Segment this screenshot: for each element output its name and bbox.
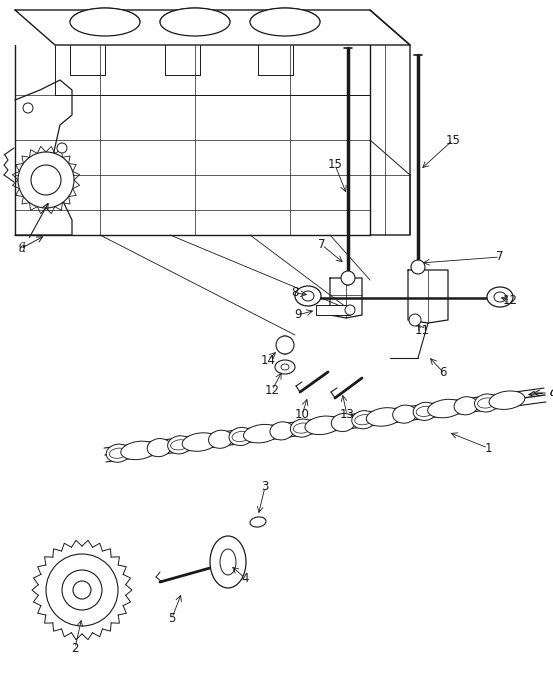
Ellipse shape	[160, 8, 230, 36]
Ellipse shape	[109, 448, 127, 458]
Circle shape	[31, 165, 61, 195]
Ellipse shape	[295, 286, 321, 306]
Ellipse shape	[413, 402, 437, 420]
Bar	[316, 305, 350, 315]
Text: 12: 12	[264, 384, 279, 396]
Text: 1: 1	[484, 442, 492, 455]
Ellipse shape	[270, 422, 294, 440]
Circle shape	[62, 570, 102, 610]
Circle shape	[46, 554, 118, 626]
Text: 7: 7	[318, 238, 326, 251]
Text: a: a	[550, 387, 553, 400]
Circle shape	[411, 260, 425, 274]
Text: 10: 10	[295, 409, 310, 422]
Ellipse shape	[427, 400, 463, 418]
Circle shape	[343, 275, 353, 285]
Ellipse shape	[454, 397, 478, 415]
Circle shape	[413, 262, 423, 272]
Ellipse shape	[355, 415, 373, 425]
Circle shape	[73, 581, 91, 599]
Ellipse shape	[478, 398, 495, 408]
Text: 4: 4	[241, 571, 249, 584]
Circle shape	[18, 152, 74, 208]
Ellipse shape	[489, 391, 525, 409]
Circle shape	[345, 305, 355, 315]
Ellipse shape	[250, 517, 266, 527]
Ellipse shape	[366, 408, 402, 426]
Ellipse shape	[487, 287, 513, 307]
Ellipse shape	[232, 431, 250, 442]
Text: 8: 8	[291, 287, 299, 300]
Text: 14: 14	[260, 353, 275, 367]
Ellipse shape	[106, 444, 130, 462]
Ellipse shape	[352, 411, 375, 429]
Ellipse shape	[220, 549, 236, 575]
Text: 3: 3	[262, 480, 269, 493]
Ellipse shape	[416, 407, 434, 416]
Text: a: a	[19, 240, 25, 250]
Circle shape	[23, 103, 33, 113]
Text: a: a	[18, 242, 25, 254]
Ellipse shape	[494, 292, 506, 302]
Ellipse shape	[393, 405, 416, 423]
Text: 13: 13	[340, 409, 354, 422]
Ellipse shape	[275, 360, 295, 374]
Ellipse shape	[294, 423, 311, 433]
Ellipse shape	[210, 536, 246, 588]
Circle shape	[341, 271, 355, 285]
Ellipse shape	[121, 441, 156, 460]
Text: 9: 9	[294, 309, 302, 322]
Ellipse shape	[331, 413, 355, 431]
Ellipse shape	[305, 416, 341, 435]
Text: 12: 12	[503, 294, 518, 307]
Ellipse shape	[281, 364, 289, 370]
Circle shape	[57, 143, 67, 153]
Text: 6: 6	[439, 365, 447, 378]
Ellipse shape	[302, 291, 314, 301]
Circle shape	[276, 336, 294, 354]
Ellipse shape	[171, 440, 189, 450]
Text: 15: 15	[327, 158, 342, 172]
Ellipse shape	[229, 427, 253, 446]
Text: 7: 7	[496, 251, 504, 263]
Ellipse shape	[182, 433, 218, 451]
Ellipse shape	[243, 424, 279, 443]
Text: 15: 15	[446, 134, 461, 147]
Ellipse shape	[168, 435, 191, 454]
Ellipse shape	[474, 394, 498, 412]
Text: 2: 2	[71, 641, 79, 655]
Ellipse shape	[70, 8, 140, 36]
Ellipse shape	[147, 439, 171, 457]
Ellipse shape	[250, 8, 320, 36]
Circle shape	[409, 314, 421, 326]
Text: 11: 11	[415, 324, 430, 336]
Ellipse shape	[290, 419, 314, 437]
Text: 5: 5	[168, 612, 176, 624]
Ellipse shape	[208, 430, 232, 449]
Text: a: a	[550, 387, 553, 400]
